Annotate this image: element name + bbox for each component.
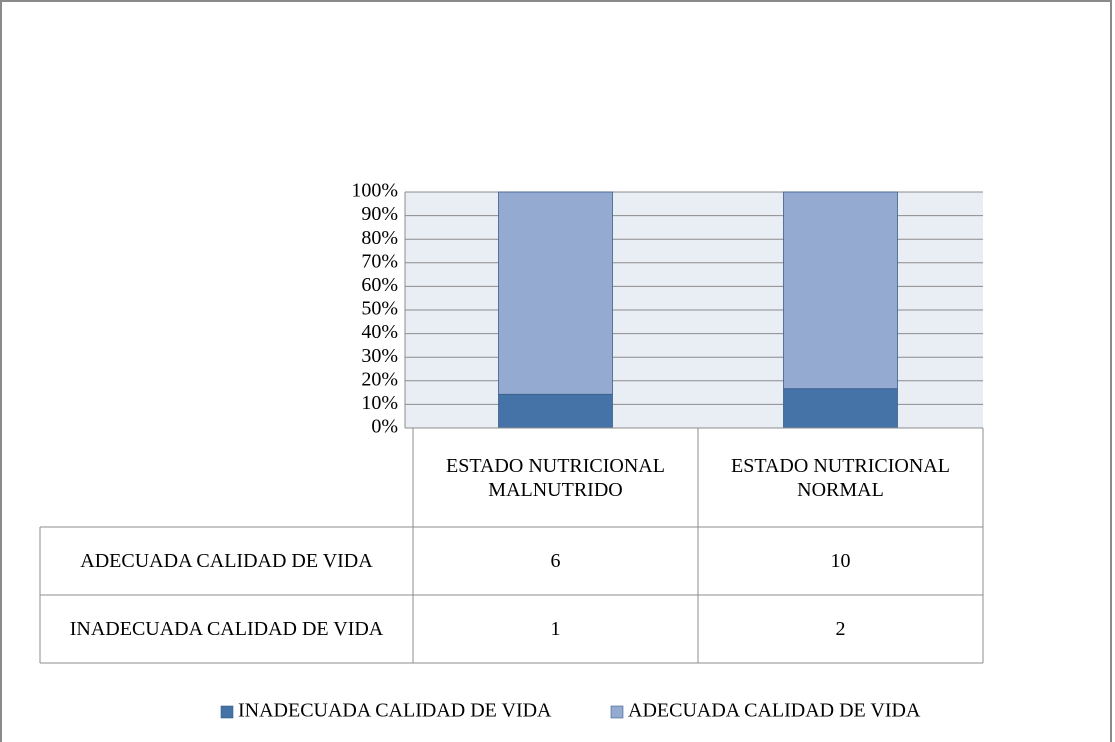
y-tick-label: 50% bbox=[361, 298, 398, 320]
y-tick-label: 10% bbox=[361, 392, 398, 414]
bar-segment bbox=[498, 393, 613, 429]
table-value: 2 bbox=[835, 618, 846, 640]
table-value: 10 bbox=[830, 550, 851, 572]
y-tick-label: 90% bbox=[361, 203, 398, 225]
bar-segment bbox=[783, 388, 898, 429]
y-tick-label: 0% bbox=[371, 416, 398, 438]
table-value: 1 bbox=[550, 618, 561, 640]
bar-segment bbox=[498, 191, 613, 395]
legend-swatch bbox=[610, 705, 624, 719]
bar-segment bbox=[783, 191, 898, 390]
table-value: 6 bbox=[550, 550, 561, 572]
y-tick-label: 70% bbox=[361, 250, 398, 272]
y-tick-label: 30% bbox=[361, 345, 398, 367]
y-tick-label: 20% bbox=[361, 368, 398, 390]
y-tick-label: 60% bbox=[361, 274, 398, 296]
table-row-label: INADECUADA CALIDAD DE VIDA bbox=[69, 618, 384, 640]
table-row-label: ADECUADA CALIDAD DE VIDA bbox=[80, 550, 373, 572]
y-tick-label: 80% bbox=[361, 227, 398, 249]
legend-swatch bbox=[220, 705, 234, 719]
legend-label: INADECUADA CALIDAD DE VIDA bbox=[238, 700, 552, 722]
legend-label: ADECUADA CALIDAD DE VIDA bbox=[628, 700, 921, 722]
y-tick-label: 40% bbox=[361, 321, 398, 343]
category-label: ESTADO NUTRICIONAL NORMAL bbox=[731, 454, 950, 501]
category-label: ESTADO NUTRICIONAL MALNUTRIDO bbox=[446, 454, 665, 501]
y-tick-label: 100% bbox=[351, 180, 398, 202]
